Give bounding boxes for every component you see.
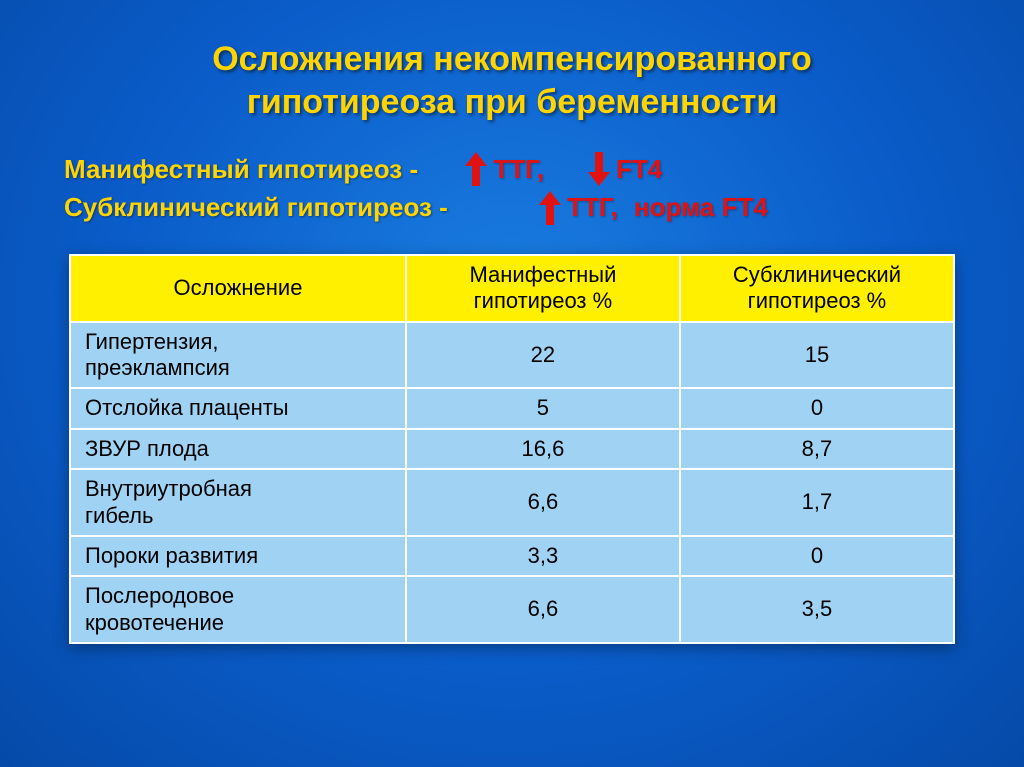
table-value: 22 (406, 322, 680, 389)
table-header-cell: Осложнение (70, 255, 406, 322)
title-line-1: Осложнения некомпенсированного (212, 40, 812, 78)
slide: Осложнения некомпенсированного гипотирео… (0, 0, 1024, 767)
complications-table: Осложнение Манифестныйгипотиреоз % Субкл… (69, 254, 955, 644)
table-value: 5 (406, 388, 680, 428)
arrow-down-icon (588, 152, 610, 186)
definition-subclinical-ttg: ТТГ, (567, 189, 618, 225)
definition-manifest: Манифестный гипотиреоз - ТТГ, FТ4 (64, 151, 964, 187)
table-value: 16,6 (406, 429, 680, 469)
complication-label: Отслойка плаценты (70, 388, 406, 428)
table-header-row: Осложнение Манифестныйгипотиреоз % Субкл… (70, 255, 954, 322)
table-value: 0 (680, 388, 954, 428)
table-value: 15 (680, 322, 954, 389)
table-row: Гипертензия,преэклампсия2215 (70, 322, 954, 389)
table-body: Гипертензия,преэклампсия2215Отслойка пла… (70, 322, 954, 644)
table-value: 3,3 (406, 536, 680, 576)
definition-manifest-label: Манифестный гипотиреоз - (64, 151, 425, 187)
definition-subclinical-ft4: норма FТ4 (634, 189, 768, 225)
table-row: Пороки развития3,30 (70, 536, 954, 576)
table-value: 6,6 (406, 469, 680, 536)
title-line-2: гипотиреоза при беременности (247, 83, 778, 121)
complication-label: Внутриутробнаягибель (70, 469, 406, 536)
table-value: 6,6 (406, 576, 680, 643)
definition-subclinical-label: Субклинический гипотиреоз - (64, 189, 455, 225)
definitions-block: Манифестный гипотиреоз - ТТГ, FТ4 Субкли… (60, 151, 964, 226)
definition-manifest-ft4: FТ4 (616, 151, 662, 187)
table-row: Внутриутробнаягибель6,61,7 (70, 469, 954, 536)
table-value: 0 (680, 536, 954, 576)
table-row: ЗВУР плода16,68,7 (70, 429, 954, 469)
complication-label: Послеродовоекровотечение (70, 576, 406, 643)
table-row: Отслойка плаценты50 (70, 388, 954, 428)
table-value: 3,5 (680, 576, 954, 643)
complication-label: Гипертензия,преэклампсия (70, 322, 406, 389)
table-value: 8,7 (680, 429, 954, 469)
slide-title: Осложнения некомпенсированного гипотирео… (60, 38, 964, 123)
arrow-up-icon (465, 152, 487, 186)
complication-label: ЗВУР плода (70, 429, 406, 469)
complication-label: Пороки развития (70, 536, 406, 576)
table-header-cell: Субклиническийгипотиреоз % (680, 255, 954, 322)
definition-manifest-ttg: ТТГ, (493, 151, 544, 187)
table-value: 1,7 (680, 469, 954, 536)
table-header-cell: Манифестныйгипотиреоз % (406, 255, 680, 322)
definition-subclinical: Субклинический гипотиреоз - ТТГ, норма F… (64, 189, 964, 225)
table-row: Послеродовоекровотечение6,63,5 (70, 576, 954, 643)
arrow-up-icon (539, 191, 561, 225)
